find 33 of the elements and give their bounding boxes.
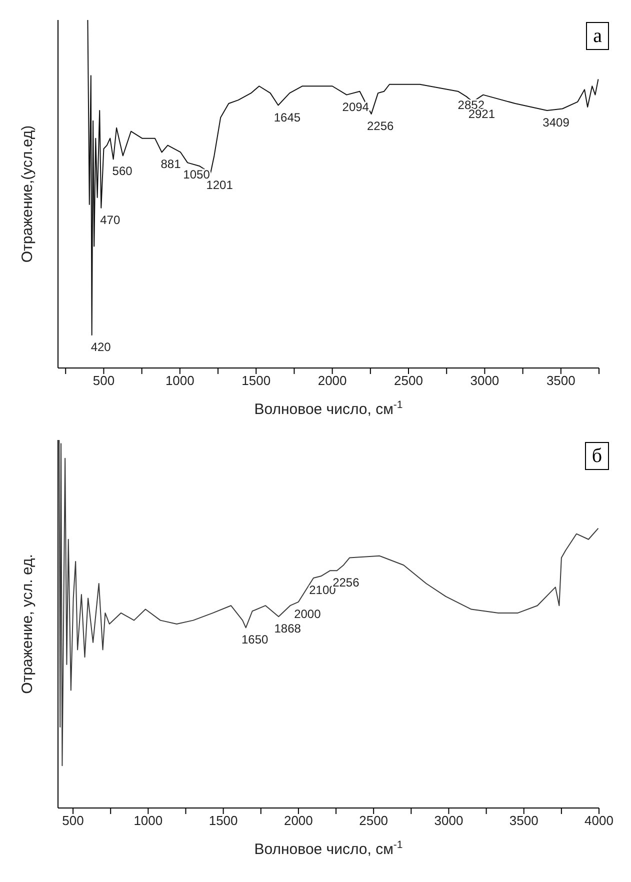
x-tick-label: 1000	[165, 373, 194, 388]
x-tick-label: 2000	[318, 373, 347, 388]
x-tick-label: 3000	[470, 373, 500, 388]
x-tick-label: 3500	[509, 813, 538, 828]
y-axis-title: Отражение,(усл.ед)	[19, 125, 36, 263]
x-tick-label: 1500	[242, 373, 271, 388]
x-tick-label: 500	[62, 813, 84, 828]
annotation: а	[586, 22, 609, 50]
annotation: 881	[160, 157, 182, 172]
x-tick-label: 3500	[546, 373, 576, 388]
x-tick-label: 2500	[359, 813, 388, 828]
annotation: 1645	[274, 110, 301, 124]
x-tick-label: 4000	[584, 813, 614, 828]
x-tick-label: 3000	[434, 813, 464, 828]
x-tick-label: 1500	[208, 813, 238, 828]
annotation: 3409	[542, 115, 570, 130]
annotation: 2256	[332, 576, 360, 590]
x-tick-label: 2500	[394, 373, 423, 388]
annotation: 2256	[366, 118, 394, 133]
annotation: б	[584, 442, 609, 470]
annotation: 470	[100, 212, 120, 227]
x-tick-label: 2000	[284, 813, 313, 828]
x-axis-title: Волновое число, см$^{-1}$	[254, 839, 403, 858]
x-tick-label: 500	[92, 373, 115, 388]
annotation: 1650	[241, 632, 269, 647]
annotation: 560	[112, 164, 133, 178]
x-tick-label: 1000	[134, 813, 163, 828]
annotation: 2094	[342, 100, 370, 114]
y-axis-title: Отражение, усл. ед.	[19, 554, 36, 694]
annotation: 2000	[294, 606, 322, 621]
x-axis-title: Волновое число, см$^{-1}$	[254, 399, 403, 418]
annotation: 420	[90, 340, 112, 354]
annotation: 1868	[274, 622, 302, 636]
